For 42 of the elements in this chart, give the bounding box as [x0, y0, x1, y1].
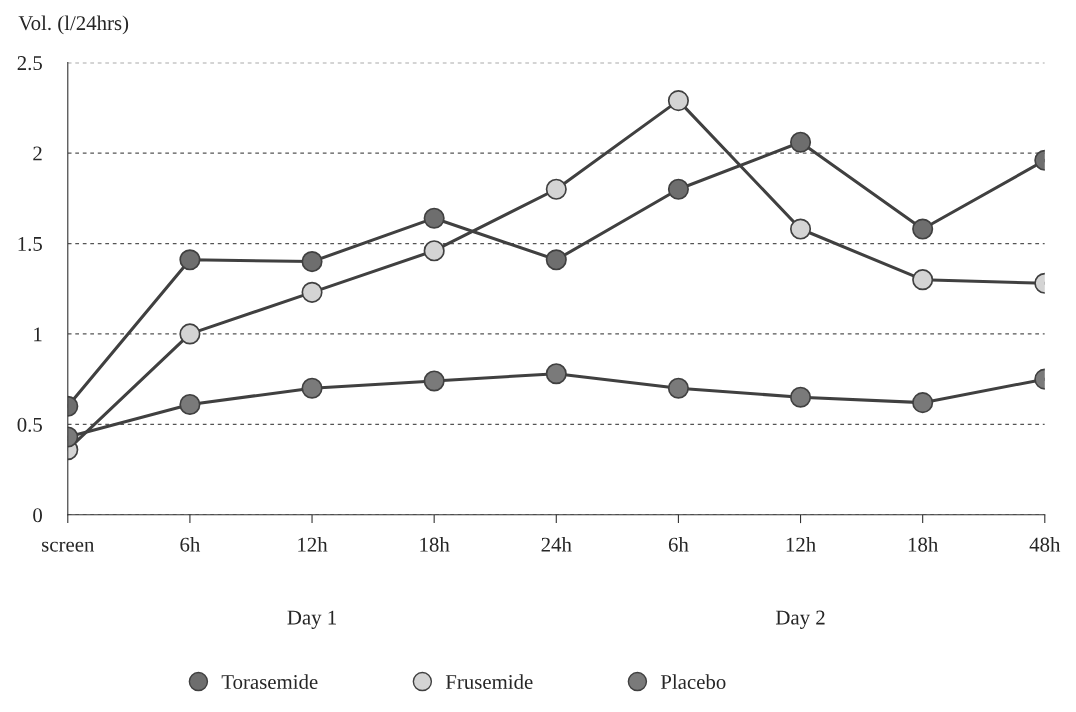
- y-tick-label: 1.5: [18, 236, 42, 252]
- x-tick-label: 18h: [420, 537, 450, 552]
- point: [301, 251, 323, 273]
- x-tick-label: 24h: [541, 537, 572, 552]
- point: [545, 249, 567, 271]
- point: [912, 218, 934, 240]
- text: Day 1: [287, 610, 336, 629]
- point: [912, 269, 934, 291]
- point: [179, 249, 201, 271]
- x-tick-label: 18h: [908, 537, 939, 552]
- y-tick-label: 0.5: [17, 417, 42, 432]
- point: [545, 363, 567, 385]
- point: [667, 178, 689, 200]
- point: [179, 393, 201, 416]
- x-tick-label: screen: [42, 541, 95, 552]
- x-tick-label: 12h: [298, 537, 328, 552]
- legend-label: Torasemide: [221, 674, 318, 690]
- y-tick-label: 2.5: [17, 56, 42, 71]
- point: [667, 377, 689, 399]
- point: [423, 370, 445, 392]
- point: [667, 90, 689, 112]
- point: [179, 323, 201, 345]
- point: [789, 131, 812, 153]
- point: [301, 281, 323, 303]
- point: [912, 392, 934, 414]
- x-tick-label: 12h: [786, 537, 816, 552]
- text: Day 2: [775, 610, 825, 629]
- point: [545, 178, 567, 200]
- x-tick-label: 48h: [1029, 537, 1061, 552]
- y-tick-label: 1: [34, 327, 42, 342]
- point: [301, 377, 323, 399]
- point: [789, 218, 812, 240]
- point: [789, 386, 812, 408]
- legend-label: Frusemide: [445, 674, 533, 690]
- legend-label: Placebo: [660, 674, 726, 690]
- y-axis-title: Vol. (l/24hrs): [18, 15, 129, 35]
- point: [423, 240, 445, 262]
- point: [423, 207, 445, 229]
- x-tick-label: 6h: [668, 537, 689, 552]
- x-tick-label: 6h: [180, 537, 201, 552]
- y-tick-label: 2: [33, 146, 42, 161]
- y-tick-label: 0: [33, 508, 42, 523]
